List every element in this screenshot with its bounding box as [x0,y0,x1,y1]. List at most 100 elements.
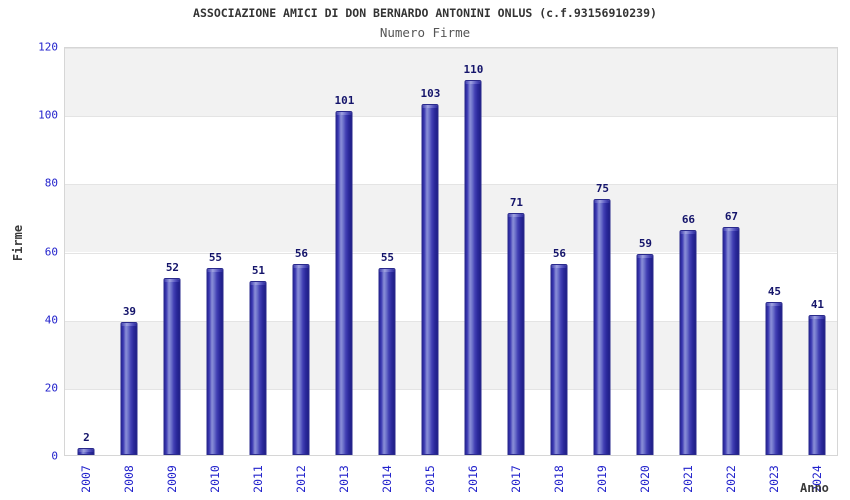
x-tick-label-text: 2009 [164,465,179,493]
x-tick-label: 2009 [150,458,193,493]
bar[interactable] [120,322,138,455]
bar-cap [809,316,825,320]
x-tick-label-text: 2018 [551,465,566,493]
gridline [65,320,837,322]
x-tick-label: 2012 [279,458,322,493]
bar-value-label: 55 [208,250,223,264]
x-tick-label-text: 2020 [637,465,652,493]
x-tick-label: 2014 [365,458,408,493]
x-tick-label-text: 2016 [465,465,480,493]
bar-value-label: 101 [334,93,355,107]
bar-value-label: 67 [724,209,739,223]
bar[interactable] [77,448,95,455]
bar-cap [336,111,352,115]
bar-value-label: 103 [420,86,441,100]
bar[interactable] [292,264,310,455]
plot-band [65,48,837,117]
bar[interactable] [335,110,353,455]
bar-value-label: 2 [83,431,90,445]
bar[interactable] [593,199,611,455]
bar-cap [766,302,782,306]
gridline [65,48,837,49]
x-tick-label-text: 2008 [121,465,136,493]
x-tick-label-text: 2017 [508,465,523,493]
bar[interactable] [464,80,482,455]
x-tick-label-text: 2007 [78,465,93,493]
bar-value-label: 110 [463,63,484,77]
bar[interactable] [249,281,267,455]
bar-cap [723,227,739,231]
bar-slot: 103 [409,48,452,455]
bar-value-label: 41 [810,298,825,312]
x-tick-label: 2019 [580,458,623,493]
bar[interactable] [550,264,568,455]
bar-slot: 55 [194,48,237,455]
bar[interactable] [206,267,224,455]
x-tick-label-text: 2011 [250,465,265,493]
bar-cap [78,449,94,453]
bar-value-label: 45 [767,284,782,298]
bar-slot: 101 [323,48,366,455]
bar-slot: 39 [108,48,151,455]
bar-value-label: 56 [552,247,567,261]
x-tick-label: 2013 [322,458,365,493]
bar-cap [594,200,610,204]
bar-slot: 52 [151,48,194,455]
gridline [65,252,837,254]
x-tick-label: 2023 [752,458,795,493]
bar-slot: 71 [495,48,538,455]
gridline [65,184,837,186]
bar-cap [465,81,481,85]
y-tick-label: 20 [44,381,58,395]
x-tick-label: 2017 [494,458,537,493]
bar-slot: 51 [237,48,280,455]
bar-slot: 75 [581,48,624,455]
bar[interactable] [421,103,439,455]
bar-slot: 55 [366,48,409,455]
bar[interactable] [636,253,654,455]
bar-series: 2 39 52 55 51 56 101 55 103 110 71 56 75 59 66 67 45 41 [65,48,837,455]
y-tick-label: 100 [38,108,58,122]
bar-value-label: 39 [122,305,137,319]
bar-value-label: 71 [509,196,524,210]
y-axis-tick-labels: 0 20 40 60 80 100 120 [0,41,58,463]
bar-cap [508,214,524,218]
bar-value-label: 52 [165,260,180,274]
x-tick-label-text: 2022 [723,465,738,493]
x-axis-tick-labels: 2007 2008 2009 2010 2011 2012 2013 2014 2015 2016… [64,458,838,500]
x-tick-label: 2018 [537,458,580,493]
y-tick-label: 60 [44,245,58,258]
bar[interactable] [722,226,740,455]
bar-slot: 110 [452,48,495,455]
bar-cap [680,231,696,235]
x-tick-label: 2016 [451,458,494,493]
bar[interactable] [808,315,826,455]
bar-cap [121,323,137,327]
y-tick-label: 40 [44,313,58,327]
plot-band [65,184,837,253]
bar-value-label: 55 [380,250,395,264]
bar[interactable] [378,267,396,455]
bar-slot: 45 [753,48,796,455]
x-axis-title: Anno [800,481,829,495]
x-tick-label-text: 2013 [336,465,351,493]
chart-title: ASSOCIAZIONE AMICI DI DON BERNARDO ANTON… [193,6,657,20]
x-tick-label-text: 2014 [379,465,394,493]
x-tick-label: 2011 [236,458,279,493]
bar-cap [379,268,395,272]
bar[interactable] [163,277,181,455]
bar[interactable] [765,301,783,455]
bar-value-label: 56 [294,247,309,261]
bar-slot: 56 [538,48,581,455]
x-tick-label-text: 2012 [293,465,308,493]
chart-subtitle: Numero Firme [379,25,471,40]
x-tick-label: 2021 [666,458,709,493]
plot-area: 2 39 52 55 51 56 101 55 103 110 71 56 75 59 66 67 45 41 [64,47,838,456]
plot-band [65,320,837,389]
x-tick-label-text: 2023 [766,465,781,493]
bar[interactable] [679,230,697,455]
bar-slot: 41 [796,48,837,455]
bar[interactable] [507,213,525,455]
bar-cap [637,254,653,258]
